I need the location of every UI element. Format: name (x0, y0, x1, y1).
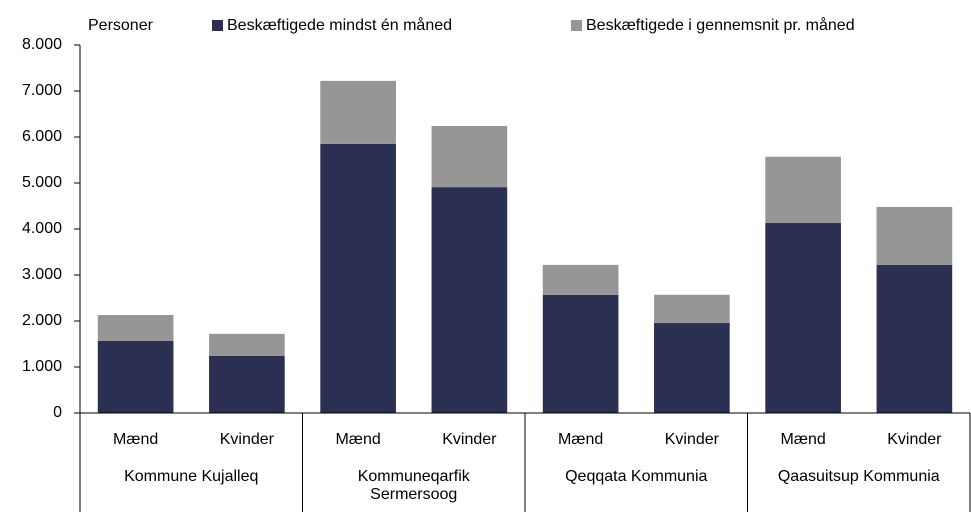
bar-segment (876, 206, 953, 265)
y-tick-label: 0 (53, 404, 62, 421)
bar-segment (654, 294, 730, 323)
legend-swatch (571, 20, 582, 31)
bar-segment (97, 340, 174, 413)
legend-label: Beskæftigede i gennemsnit pr. måned (586, 16, 855, 34)
group-label: Qaasuitsup Kommunia (777, 468, 940, 485)
bar-segment (431, 187, 508, 413)
group-label: Qeqqata Kommunia (565, 468, 708, 485)
x-tick-label: Mænd (335, 431, 380, 448)
x-tick-label: Kvinder (442, 431, 497, 448)
group-label: Kommuneqarfik Sermersoog (357, 468, 470, 503)
y-tick-label: 5.000 (22, 174, 62, 191)
bar-segment (765, 156, 841, 224)
group-label: Kommune Kujalleq (124, 468, 259, 485)
x-tick-label: Kvinder (665, 431, 720, 448)
legend-label: Beskæftigede mindst én måned (227, 16, 452, 34)
bar-segment (542, 294, 619, 413)
y-tick-label: 8.000 (22, 36, 62, 53)
y-tick-label: 4.000 (22, 220, 62, 237)
y-axis-label: Personer (88, 17, 154, 34)
y-tick-label: 3.000 (22, 266, 62, 283)
bar-segment (320, 143, 396, 413)
bar-segment (209, 333, 285, 356)
bar-segment (97, 315, 174, 341)
x-tick-label: Mænd (780, 431, 825, 448)
y-tick-label: 1.000 (22, 358, 62, 375)
x-tick-label: Mænd (113, 431, 158, 448)
bar-segment (542, 264, 619, 295)
y-tick-label: 6.000 (22, 128, 62, 145)
y-tick-label: 2.000 (22, 312, 62, 329)
x-tick-label: Kvinder (220, 431, 275, 448)
bar-segment (320, 80, 396, 144)
x-tick-label: Kvinder (887, 431, 942, 448)
x-tick-label: Mænd (558, 431, 603, 448)
legend-swatch (212, 20, 223, 31)
bar-segment (654, 322, 730, 413)
y-tick-label: 7.000 (22, 82, 62, 99)
bar-segment (765, 223, 841, 413)
bar-segment (209, 355, 285, 413)
bar-segment (431, 125, 508, 188)
bar-segment (876, 264, 953, 413)
